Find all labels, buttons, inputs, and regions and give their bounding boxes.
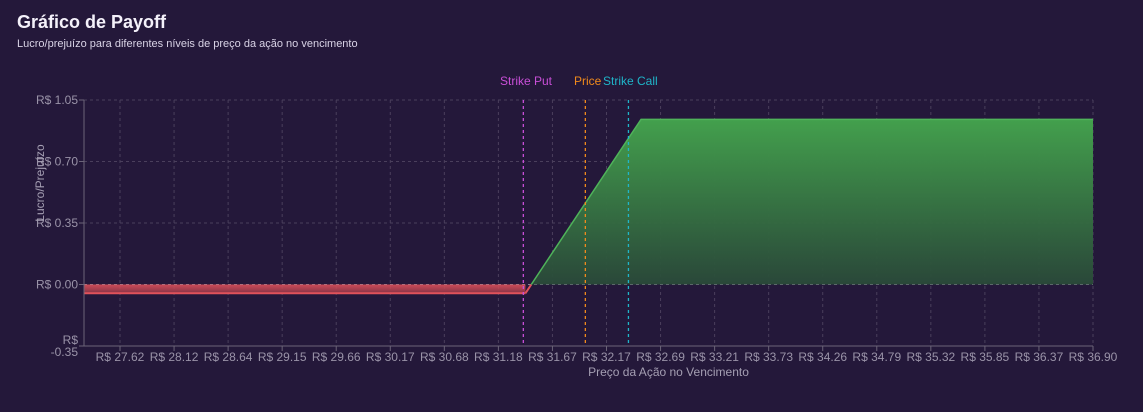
page-title: Gráfico de Payoff	[17, 12, 167, 32]
x-tick-label: R$ 28.12	[150, 350, 199, 364]
x-tick-label: R$ 32.69	[636, 350, 685, 364]
legend-price: Price	[574, 74, 602, 88]
payoff-area	[84, 118, 1093, 295]
y-tick-label: R$ -0.35	[51, 333, 79, 359]
legend: Strike Put Price Strike Call	[500, 74, 658, 88]
x-tick-label: R$ 36.37	[1015, 350, 1064, 364]
x-tick-label: R$ 34.79	[852, 350, 901, 364]
y-tick-label: R$ 0.00	[36, 278, 78, 292]
y-axis-title: Lucro/Prejuízo	[33, 144, 47, 222]
x-tick-label: R$ 35.32	[906, 350, 955, 364]
axes: R$ 1.05 R$ 0.70 R$ 0.35 R$ 0.00 R$ -0.35 R$ 27…	[33, 93, 1118, 379]
x-tick-label: R$ 29.66	[312, 350, 361, 364]
page-subtitle: Lucro/prejuízo para diferentes níveis de…	[17, 38, 358, 50]
x-tick-label: R$ 29.15	[258, 350, 307, 364]
loss-area	[84, 284, 526, 294]
loss-rise-line	[524, 283, 533, 294]
x-tick-label: R$ 34.26	[798, 350, 847, 364]
x-tick-label: R$ 33.21	[690, 350, 739, 364]
x-axis-title: Preço da Ação no Vencimento	[588, 365, 749, 379]
x-tick-label: R$ 28.64	[204, 350, 253, 364]
reference-lines	[522, 100, 630, 346]
x-tick-label: R$ 31.67	[528, 350, 577, 364]
legend-strike-put: Strike Put	[500, 74, 553, 88]
y-tick-label: R$ 1.05	[36, 93, 78, 107]
x-tick-label: R$ 30.17	[366, 350, 415, 364]
profit-area	[531, 119, 1093, 285]
x-tick-label: R$ 32.17	[582, 350, 631, 364]
x-tick-label: R$ 35.85	[961, 350, 1010, 364]
x-tick-label: R$ 36.90	[1069, 350, 1118, 364]
legend-strike-call: Strike Call	[603, 74, 658, 88]
x-tick-label: R$ 27.62	[96, 350, 145, 364]
y-tick-label: R$ 0.35	[36, 216, 78, 230]
profit-line	[530, 118, 1093, 285]
x-tick-label: R$ 30.68	[420, 350, 469, 364]
x-tick-label: R$ 33.73	[744, 350, 793, 364]
y-tick-label: R$ 0.70	[36, 155, 78, 169]
x-tick-label: R$ 31.18	[474, 350, 523, 364]
